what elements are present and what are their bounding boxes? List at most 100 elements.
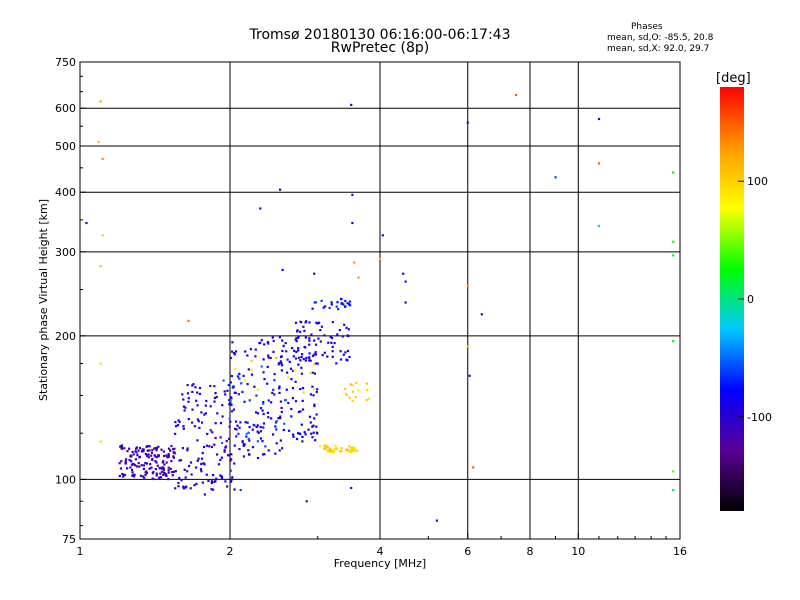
- data-point: [256, 388, 259, 391]
- data-point: [324, 444, 327, 447]
- data-point: [182, 405, 185, 408]
- colorbar-tick-label: 0: [747, 293, 754, 306]
- data-point: [144, 453, 147, 456]
- x-tick-label: 6: [464, 545, 471, 558]
- data-point: [242, 374, 245, 377]
- data-point: [165, 474, 168, 477]
- data-point: [97, 140, 100, 144]
- data-point: [242, 444, 245, 447]
- data-point: [181, 393, 184, 396]
- data-point: [312, 431, 315, 434]
- data-point: [314, 351, 317, 354]
- data-point: [198, 392, 201, 395]
- data-point: [294, 338, 297, 341]
- data-point: [301, 387, 305, 390]
- data-point: [119, 445, 123, 448]
- data-point: [200, 411, 203, 414]
- data-point: [173, 447, 176, 450]
- data-point: [166, 456, 169, 459]
- data-point: [214, 392, 217, 395]
- data-point: [223, 449, 226, 452]
- data-point: [223, 450, 226, 453]
- data-point: [291, 346, 294, 350]
- data-point: [101, 157, 104, 160]
- data-point: [228, 417, 231, 420]
- data-point: [192, 383, 195, 386]
- data-point: [329, 335, 332, 339]
- data-point: [137, 462, 140, 465]
- data-point: [120, 460, 123, 463]
- data-point: [183, 468, 186, 471]
- data-point: [220, 456, 223, 459]
- data-point: [212, 474, 215, 477]
- data-point: [275, 420, 278, 423]
- data-point: [221, 404, 224, 407]
- data-point: [177, 481, 180, 485]
- data-point: [299, 388, 302, 391]
- data-point: [344, 392, 348, 395]
- data-point: [346, 302, 349, 305]
- data-point: [259, 437, 263, 440]
- data-point: [230, 478, 233, 481]
- data-point: [144, 473, 147, 476]
- data-point: [219, 474, 222, 477]
- data-point: [292, 369, 295, 372]
- data-point: [308, 339, 311, 342]
- data-point: [313, 272, 316, 275]
- data-point: [241, 390, 244, 394]
- data-point: [146, 449, 149, 452]
- data-point: [672, 340, 675, 343]
- data-point: [213, 480, 216, 483]
- data-point: [136, 454, 139, 457]
- data-point: [173, 452, 176, 455]
- data-point: [342, 353, 345, 356]
- data-point: [155, 456, 158, 459]
- data-point: [366, 388, 369, 392]
- data-point: [167, 471, 170, 474]
- data-point: [140, 464, 143, 467]
- data-point: [160, 470, 163, 473]
- data-point: [346, 448, 349, 451]
- data-point: [324, 305, 327, 308]
- data-point: [131, 471, 134, 474]
- data-point: [174, 432, 177, 435]
- data-point: [315, 413, 318, 416]
- data-point: [325, 448, 328, 451]
- data-point: [246, 354, 249, 357]
- data-point: [157, 445, 160, 448]
- data-point: [318, 321, 321, 324]
- data-point: [280, 410, 283, 414]
- data-point: [313, 363, 316, 366]
- data-point: [209, 384, 212, 388]
- data-point: [308, 415, 312, 418]
- data-point: [275, 356, 278, 359]
- x-tick-label: 1: [77, 545, 84, 558]
- data-point: [355, 381, 358, 385]
- data-point: [221, 415, 224, 418]
- data-point: [262, 402, 265, 405]
- data-point: [472, 466, 475, 469]
- data-point: [226, 485, 229, 488]
- data-point: [99, 440, 102, 443]
- data-point: [311, 385, 314, 388]
- data-point: [139, 474, 142, 477]
- data-point: [335, 446, 338, 449]
- data-point: [259, 426, 262, 429]
- data-point: [365, 399, 368, 402]
- data-point: [303, 329, 306, 332]
- data-point: [346, 349, 350, 353]
- data-point: [174, 421, 177, 424]
- data-point: [354, 396, 357, 399]
- data-point: [294, 400, 298, 403]
- data-point: [279, 439, 282, 442]
- data-point: [256, 412, 260, 415]
- data-point: [244, 421, 247, 424]
- data-point: [262, 426, 265, 429]
- data-point: [300, 321, 303, 324]
- data-point: [135, 446, 138, 449]
- data-point: [295, 340, 298, 343]
- data-points: [85, 93, 675, 522]
- data-point: [163, 454, 166, 458]
- data-point: [210, 445, 214, 449]
- data-point: [229, 459, 232, 462]
